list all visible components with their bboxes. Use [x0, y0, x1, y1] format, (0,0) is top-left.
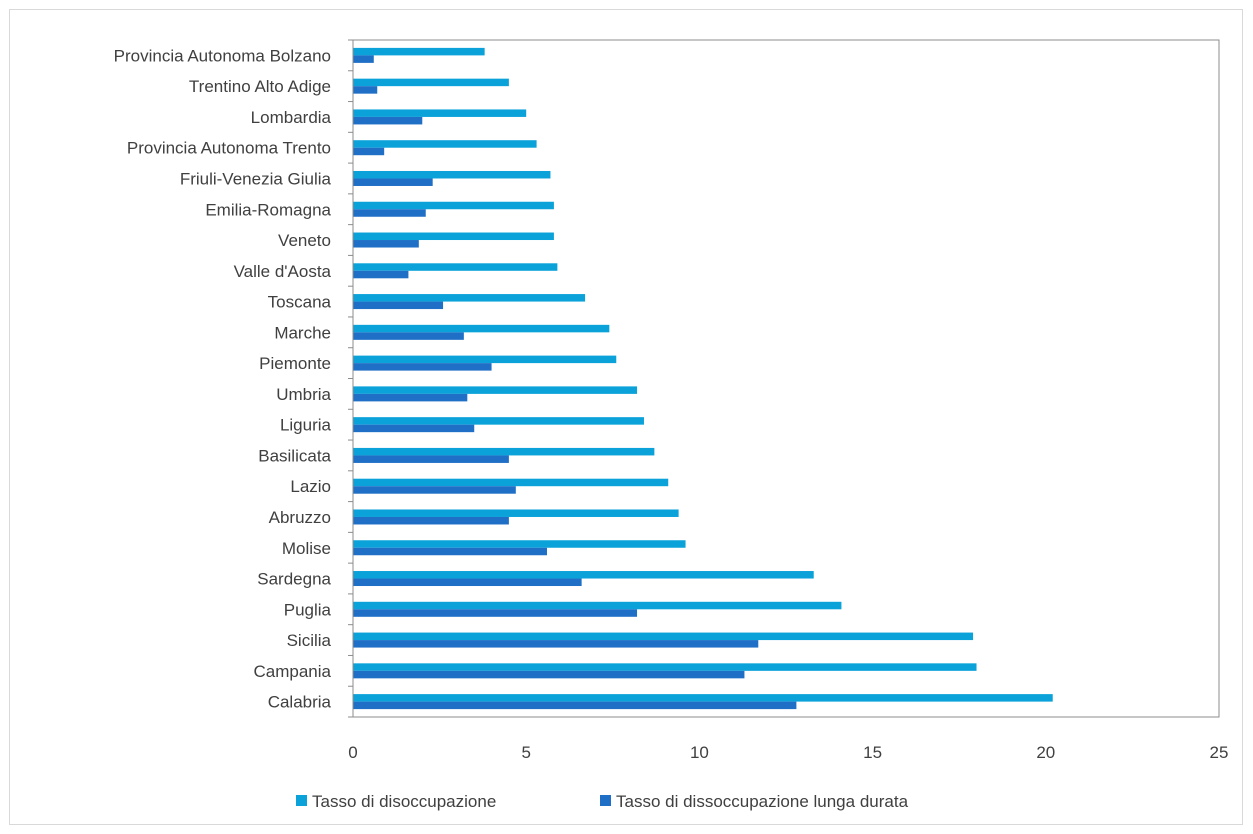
bar-series-1-14: [353, 478, 669, 487]
bar-series-1-19: [353, 632, 974, 641]
x-tick-label: 10: [690, 743, 709, 762]
category-label: Liguria: [280, 416, 332, 435]
category-label: Sicilia: [287, 631, 332, 650]
bar-series-2-2: [353, 116, 423, 125]
category-label: Trentino Alto Adige: [189, 77, 331, 96]
bar-series-2-8: [353, 301, 444, 310]
category-label: Piemonte: [259, 354, 331, 373]
bar-series-1-17: [353, 571, 814, 579]
bar-series-1-16: [353, 540, 686, 548]
x-axis-ticks: 0 5 10 15 20 25: [348, 743, 1228, 762]
x-tick-label: 25: [1210, 743, 1229, 762]
bar-series-2-7: [353, 270, 409, 279]
x-tick-label: 20: [1036, 743, 1055, 762]
bar-series-2-1: [353, 86, 378, 94]
bar-series-2-9: [353, 332, 464, 340]
chart-frame: [9, 9, 1243, 825]
bar-series-2-17: [353, 578, 582, 587]
bar-series-1-1: [353, 78, 509, 87]
category-label: Sardegna: [257, 570, 331, 589]
category-label: Basilicata: [258, 446, 331, 465]
category-label: Umbria: [276, 385, 331, 404]
plot-border: [353, 39, 1220, 718]
bar-series-2-18: [353, 609, 638, 617]
bar-series-1-3: [353, 140, 537, 148]
category-label: Abruzzo: [269, 508, 331, 527]
bar-series-1-5: [353, 201, 554, 210]
x-tick-label: 0: [348, 743, 357, 762]
bar-series-1-9: [353, 324, 610, 333]
category-label: Puglia: [284, 600, 332, 619]
legend-label-series-2: Tasso di dissoccupazione lunga durata: [616, 792, 909, 811]
bar-series-1-6: [353, 232, 554, 241]
bar-series-2-14: [353, 486, 516, 494]
bar-series-1-0: [353, 47, 485, 56]
legend-swatch-series-2: [600, 795, 611, 806]
legend-label-series-1: Tasso di disoccupazione: [312, 792, 496, 811]
bars-group: [353, 47, 1053, 710]
category-label: Lombardia: [251, 108, 332, 127]
bar-series-1-21: [353, 694, 1053, 702]
bar-series-2-11: [353, 393, 468, 402]
bar-series-1-11: [353, 386, 638, 394]
bar-series-2-16: [353, 547, 547, 556]
bar-series-1-4: [353, 170, 551, 179]
bar-series-2-20: [353, 670, 745, 679]
category-label: Provincia Autonoma Trento: [127, 139, 331, 158]
bar-series-2-12: [353, 424, 475, 433]
bar-series-1-18: [353, 601, 842, 610]
bar-series-2-0: [353, 55, 374, 63]
bar-series-1-7: [353, 263, 558, 271]
category-label: Lazio: [290, 477, 331, 496]
category-label: Calabria: [268, 693, 332, 712]
category-labels: Provincia Autonoma Bolzano Trentino Alto …: [114, 46, 332, 711]
bar-series-1-20: [353, 663, 977, 671]
bar-series-1-13: [353, 447, 655, 456]
bar-series-2-21: [353, 701, 797, 710]
legend: Tasso di disoccupazione Tasso di dissocc…: [296, 792, 909, 811]
bar-series-1-15: [353, 509, 679, 517]
bar-series-2-10: [353, 363, 492, 371]
x-tick-label: 15: [863, 743, 882, 762]
category-label: Molise: [282, 539, 331, 558]
bar-series-2-13: [353, 455, 509, 463]
category-label: Toscana: [268, 293, 332, 312]
bar-series-1-12: [353, 417, 644, 425]
category-label: Emilia-Romagna: [205, 200, 331, 219]
bar-series-1-10: [353, 355, 617, 364]
bar-series-2-4: [353, 178, 433, 186]
category-label: Veneto: [278, 231, 331, 250]
bar-series-2-19: [353, 640, 759, 648]
axes: [348, 39, 1220, 718]
legend-swatch-series-1: [296, 795, 307, 806]
category-label: Friuli-Venezia Giulia: [180, 169, 332, 188]
category-label: Marche: [274, 323, 331, 342]
bar-series-2-15: [353, 516, 509, 525]
category-label: Campania: [254, 662, 332, 681]
category-label: Valle d'Aosta: [234, 262, 332, 281]
bar-series-1-2: [353, 109, 527, 117]
x-tick-label: 5: [521, 743, 530, 762]
bar-series-2-3: [353, 147, 385, 156]
bar-series-1-8: [353, 294, 586, 302]
bar-series-2-5: [353, 209, 426, 217]
category-label: Provincia Autonoma Bolzano: [114, 46, 331, 65]
bar-series-2-6: [353, 240, 419, 248]
